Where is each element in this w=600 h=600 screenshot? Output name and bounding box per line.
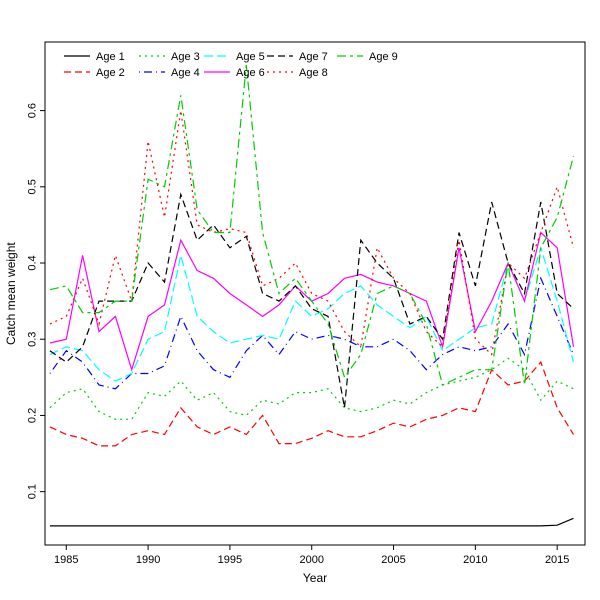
series-line-age-1 [49, 517, 574, 527]
legend-label-age-8: Age 8 [299, 67, 328, 79]
legend-label-age-2: Age 2 [96, 67, 125, 79]
series-line-age-3 [49, 357, 574, 420]
series-line-age-5 [49, 245, 575, 382]
y-tick-label: 0.3 [27, 332, 39, 347]
legend-label-age-3: Age 3 [171, 51, 200, 63]
legend-label-age-9: Age 9 [369, 51, 398, 63]
x-axis-title: Year [302, 571, 328, 585]
series-line-age-7 [49, 192, 574, 408]
y-axis-title: Catch mean weight [4, 242, 18, 345]
series-line-age-4 [49, 276, 575, 390]
y-tick-label: 0.2 [27, 408, 39, 423]
legend-label-age-7: Age 7 [299, 51, 328, 63]
x-tick-label: 2005 [381, 554, 405, 566]
x-tick-label: 1985 [54, 554, 78, 566]
legend-label-age-6: Age 6 [236, 67, 265, 79]
series-line-age-2 [49, 360, 575, 447]
legend-label-age-5: Age 5 [236, 51, 265, 63]
legend-label-age-1: Age 1 [96, 51, 125, 63]
plot-box [44, 41, 586, 546]
y-tick-label: 0.6 [27, 103, 39, 118]
legend-label-age-4: Age 4 [171, 67, 200, 79]
x-tick-label: 2010 [463, 554, 487, 566]
series-line-age-8 [49, 110, 575, 356]
y-tick-label: 0.1 [27, 484, 39, 499]
x-tick-label: 1995 [218, 554, 242, 566]
x-tick-label: 2015 [545, 554, 569, 566]
x-tick-label: 1990 [136, 554, 160, 566]
y-tick-label: 0.4 [27, 255, 39, 270]
y-tick-label: 0.5 [27, 179, 39, 194]
series-line-age-9 [49, 64, 575, 386]
x-tick-label: 2000 [299, 554, 323, 566]
